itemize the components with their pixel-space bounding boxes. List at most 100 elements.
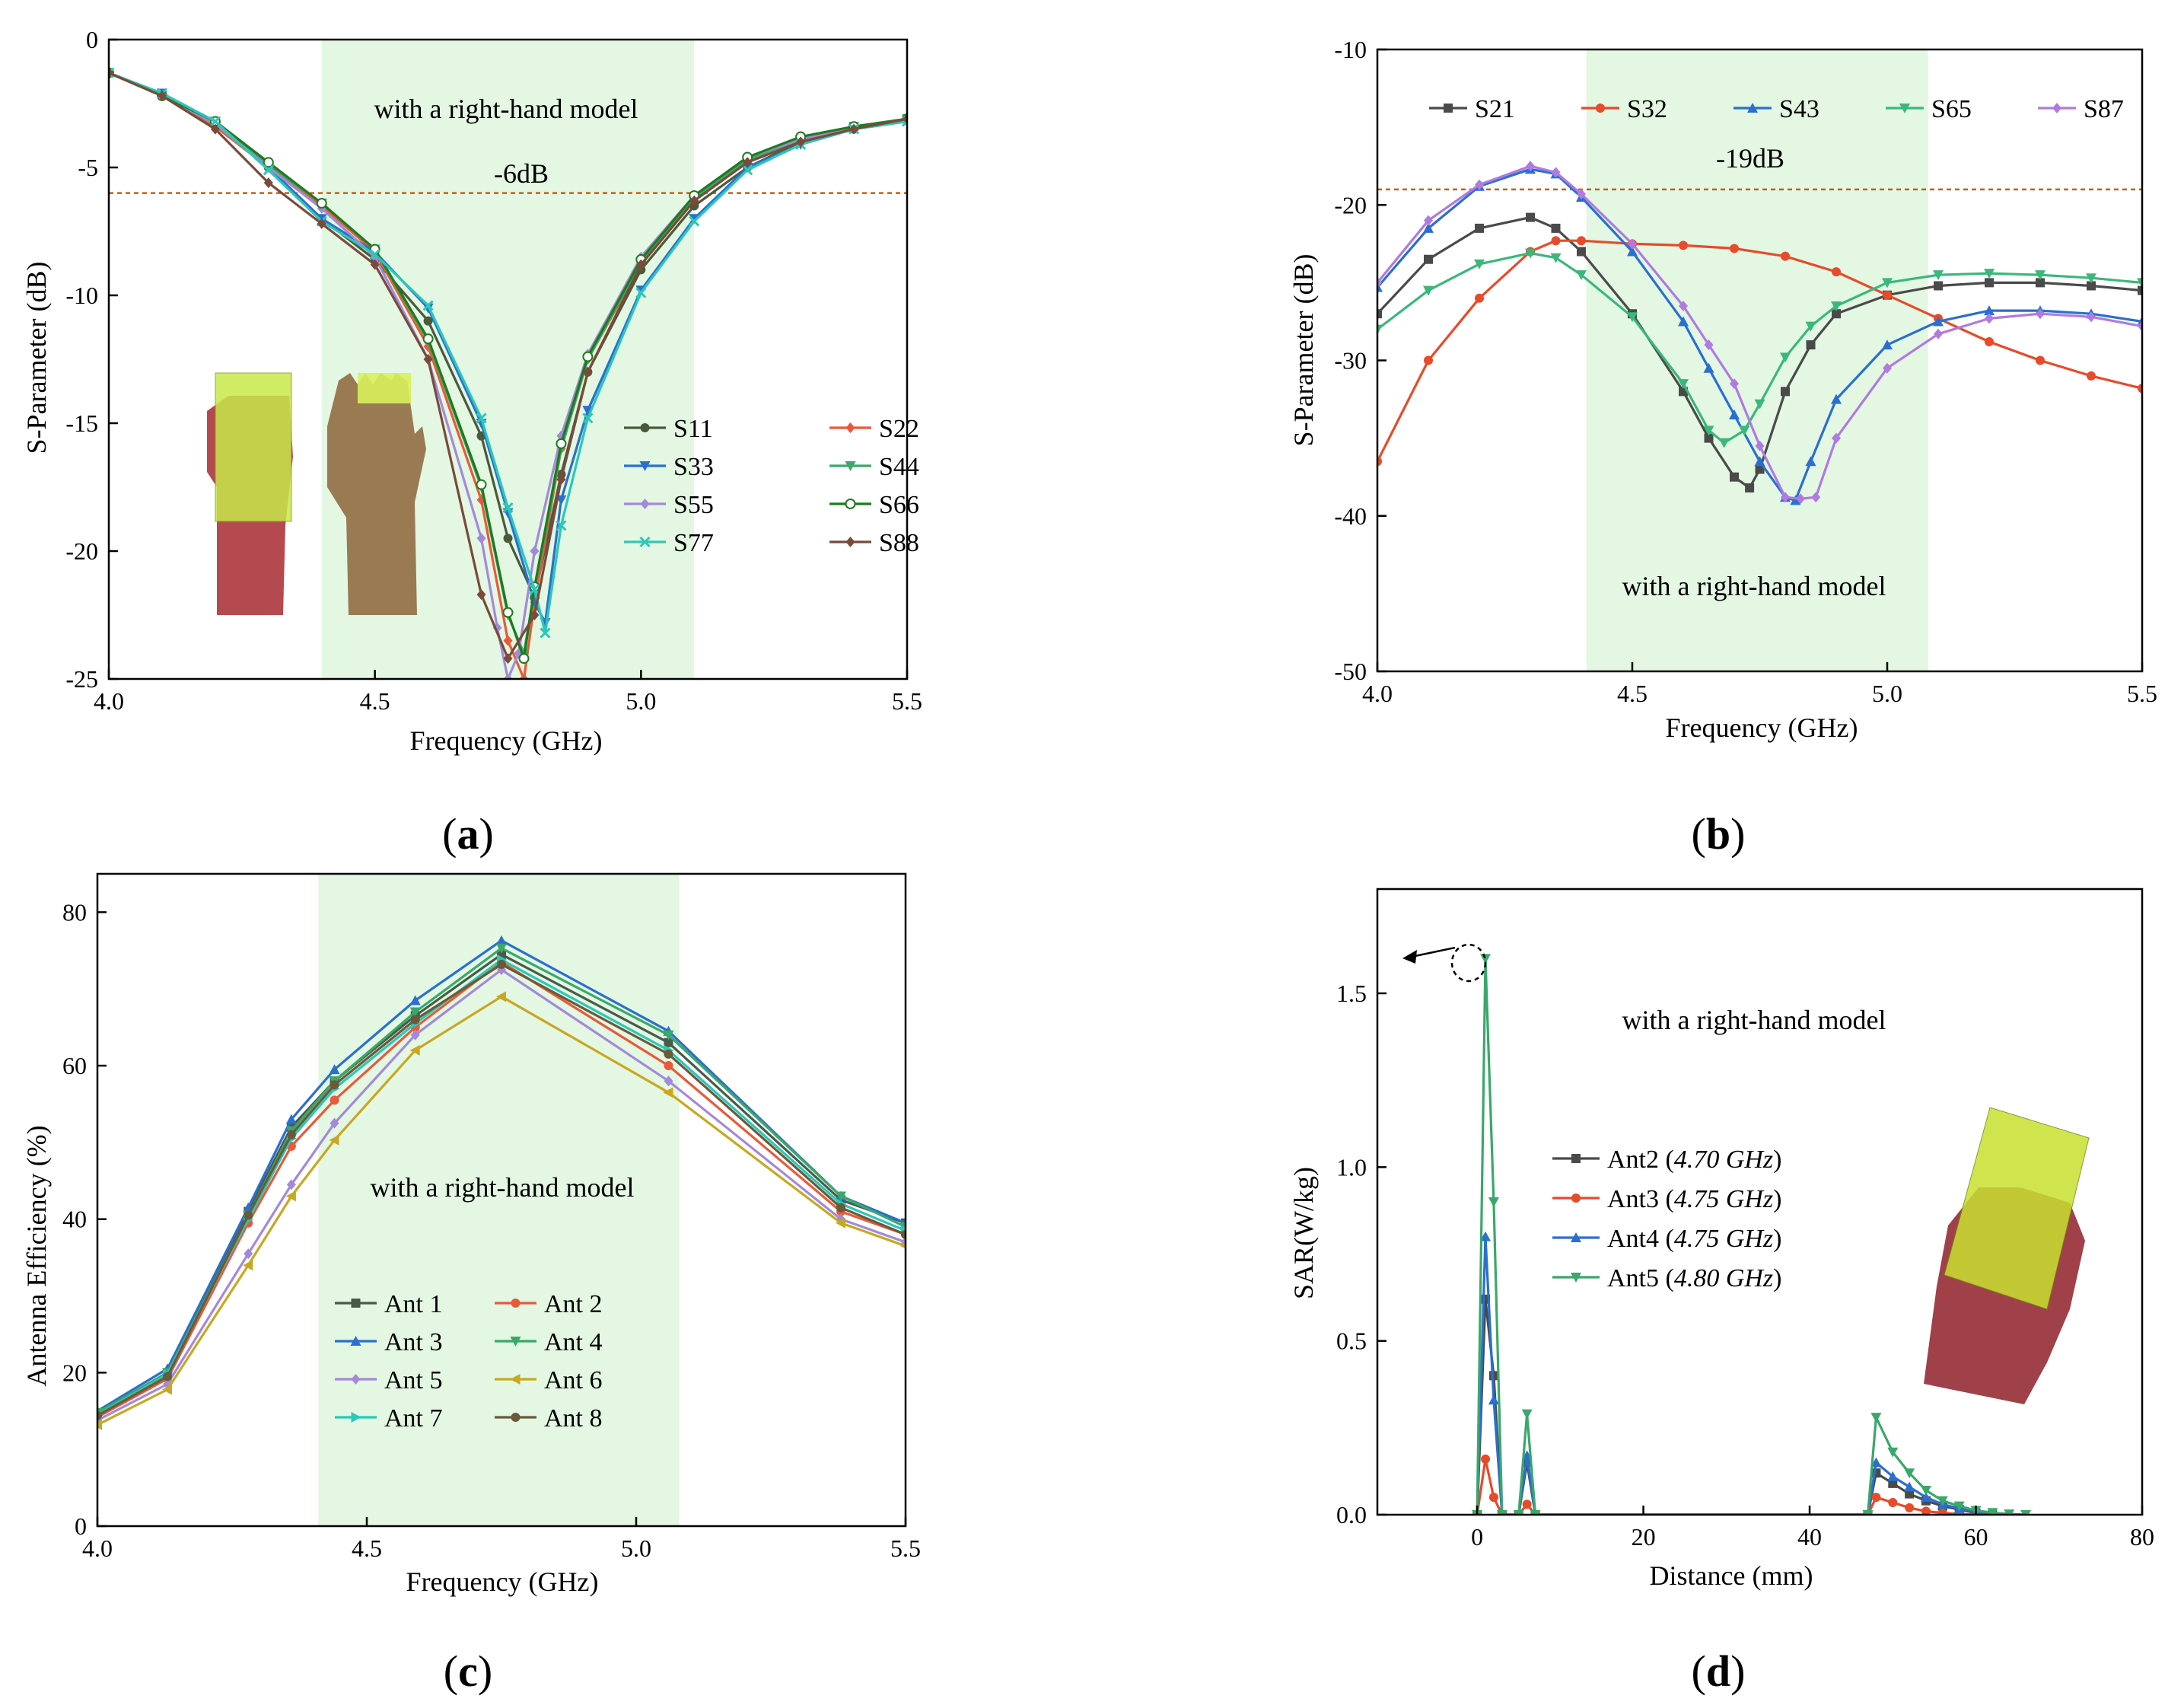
- hand-shape-back: [327, 373, 426, 615]
- chart-b-series-2-point: [1882, 339, 1893, 350]
- chart-d-legend-freq: 4.75 GHz: [1674, 1185, 1773, 1213]
- chart-b-ytick-label: -20: [1334, 191, 1367, 218]
- chart-b-series-4-point: [1704, 339, 1714, 351]
- chart-c-legend-marker: [351, 1299, 361, 1308]
- chart-d-legend-name: Ant4: [1607, 1225, 1659, 1253]
- chart-a-series-7-point: [903, 113, 907, 125]
- chart-c-series-3-point: [409, 1007, 421, 1018]
- chart-d-series-3-point: [1953, 1501, 1965, 1512]
- chart-b-xtick-label: 5.0: [1872, 680, 1902, 707]
- chart-c-series-5-point: [162, 1384, 173, 1395]
- chart-b-series-0-point: [1745, 483, 1755, 492]
- chart-b-series-1-point: [2036, 355, 2045, 365]
- chart-b-series-4-point: [1526, 161, 1535, 172]
- chart-a-series-7-point: [849, 123, 859, 135]
- chart-d-series-0-point: [1888, 1478, 1898, 1488]
- chart-a-series-5-point: [263, 157, 274, 168]
- chart-b-legend-name: S65: [1931, 95, 1972, 123]
- chart-b-ytick-label: -40: [1334, 502, 1367, 530]
- chart-b-series-1-point: [2087, 371, 2096, 381]
- hand-illustration-a: [207, 372, 426, 615]
- chart-b-series-0-point: [1551, 223, 1561, 233]
- chart-c-series-4-point: [330, 1117, 339, 1129]
- chart-d-ytick-label: 1.5: [1336, 980, 1367, 1007]
- chart-a-series-6-point: [476, 413, 487, 424]
- chart-b-legend-name: S32: [1627, 95, 1667, 123]
- chart-b-series-3-point: [2086, 273, 2096, 284]
- chart-c-legend-marker: [351, 1412, 361, 1423]
- chart-a-series-7-point: [210, 123, 220, 135]
- chart-c-ytick-label: 60: [62, 1052, 87, 1079]
- chart-c-legend-name: Ant 8: [544, 1404, 603, 1433]
- chart-b-series-2-point: [1729, 409, 1740, 419]
- chart-c-series-2-point: [409, 995, 421, 1005]
- chart-b-series-2-point: [1627, 246, 1638, 257]
- chart-c-series-3-point: [663, 1030, 674, 1041]
- chart-b-legend-name: S21: [1475, 95, 1515, 123]
- chart-a-series-2-point: [422, 303, 434, 314]
- chart-d-legend-freq: 4.75 GHz: [1674, 1225, 1773, 1253]
- chart-a-series-2-point: [582, 406, 594, 416]
- plot-d-frame: [1376, 888, 2144, 1516]
- chart-d-legend-marker: [1571, 1273, 1581, 1283]
- chart-c-series-3-point: [900, 1222, 906, 1232]
- chart-b-series-0-point: [1934, 281, 1943, 291]
- chart-c-legend-label: Ant 8: [544, 1404, 603, 1433]
- chart-b-series-0-point: [2036, 278, 2045, 288]
- chart-c-xtick-label: 4.0: [82, 1534, 113, 1562]
- chart-d-xlabel: Distance (mm): [1650, 1560, 1813, 1591]
- chart-a-series-5-point: [476, 479, 487, 490]
- chart-c-xlabel: Frequency (GHz): [406, 1566, 599, 1597]
- chart-a-series-7-point: [263, 177, 273, 189]
- chart-d-series-2-point: [1488, 1394, 1499, 1405]
- chart-b-series-4-point: [1679, 301, 1688, 312]
- chart-c-legend-name: Ant 3: [384, 1328, 443, 1356]
- chart-b-series-3-point: [2137, 278, 2142, 288]
- chart-c-series-5-point: [243, 1260, 253, 1271]
- chart-a-legend-marker: [845, 422, 855, 433]
- chart-d-series-3-point: [1496, 1510, 1507, 1515]
- chart-b-series-0-point: [1781, 387, 1790, 397]
- chart-d-series-3-point: [1521, 1409, 1533, 1420]
- chart-c-series-5-point: [663, 1087, 673, 1098]
- chart-b-ytick-label: -50: [1334, 658, 1367, 685]
- chart-a-ytick-label: -15: [65, 410, 98, 437]
- chart-a-ytick-label: -25: [65, 665, 98, 693]
- chart-b-series-1-point: [1577, 236, 1586, 246]
- chart-a-annotation: with a right-hand model: [374, 94, 638, 124]
- chart-d-series-3-line: [1476, 957, 2026, 1515]
- chart-b-series-4-point: [1781, 492, 1790, 503]
- chart-c-series-7-point: [244, 1210, 253, 1220]
- chart-d-series-2-point: [1887, 1471, 1899, 1481]
- chart-d-xtick-label: 40: [1797, 1523, 1822, 1550]
- chart-b: 4.0 4.5 5.0 5.5 -10 -20 -30 -40 -50 Frequency (G…: [1288, 36, 2157, 859]
- legend-paren-open: (: [1659, 1185, 1674, 1213]
- chart-c-series-2-point: [496, 935, 507, 945]
- chart-b-ylabel: S-Parameter (dB): [1288, 254, 1319, 447]
- chart-c-legend-marker: [511, 1299, 521, 1308]
- chart-a-xlabel: Frequency (GHz): [410, 725, 603, 756]
- chart-d-series-0-point: [1905, 1489, 1915, 1499]
- chart-a-series-6-point: [742, 164, 753, 176]
- chart-a-series-4-point: [476, 533, 486, 544]
- plot-c-frame: [96, 872, 907, 1528]
- chart-a-legend-marker: [639, 536, 651, 548]
- chart-a-series-1-point: [519, 674, 529, 679]
- panel-b-letter: b: [1706, 809, 1730, 859]
- chart-c-series-7-point: [330, 1080, 339, 1090]
- chart-d-series-1-point: [1522, 1499, 1532, 1509]
- chart-a-legend-label: S11: [673, 415, 713, 443]
- chart-d-series-2-point: [1870, 1457, 1882, 1468]
- chart-a-hline-label: -6dB: [494, 158, 549, 189]
- chart-d-ytick-label: 1.0: [1336, 1153, 1367, 1181]
- chart-c-ytick-label: 0: [75, 1512, 87, 1540]
- chart-b-series-0-point: [1377, 309, 1382, 319]
- chart-b-series-3-point: [1882, 278, 1893, 288]
- chart-b-series-4-point: [1796, 493, 1806, 505]
- chart-a-ytick-label: -20: [65, 537, 98, 565]
- chart-a-series-7-point: [476, 589, 486, 601]
- chart-a-xtick-label: 4.5: [360, 687, 390, 715]
- chart-d-series-1-point: [1481, 1454, 1491, 1464]
- chart-a-ytick-label: -5: [78, 154, 98, 181]
